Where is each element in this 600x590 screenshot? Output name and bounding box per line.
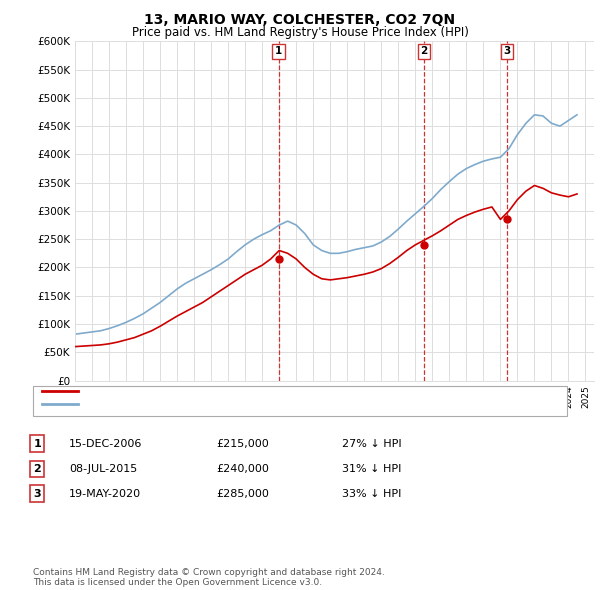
Text: 13, MARIO WAY, COLCHESTER, CO2 7QN: 13, MARIO WAY, COLCHESTER, CO2 7QN <box>145 13 455 27</box>
Text: 27% ↓ HPI: 27% ↓ HPI <box>342 439 401 448</box>
Text: 1: 1 <box>275 47 282 57</box>
Text: 08-JUL-2015: 08-JUL-2015 <box>69 464 137 474</box>
Text: 13, MARIO WAY, COLCHESTER, CO2 7QN (detached house): 13, MARIO WAY, COLCHESTER, CO2 7QN (deta… <box>84 386 389 395</box>
Text: £215,000: £215,000 <box>216 439 269 448</box>
Text: 19-MAY-2020: 19-MAY-2020 <box>69 489 141 499</box>
Text: 3: 3 <box>34 489 41 499</box>
Text: £240,000: £240,000 <box>216 464 269 474</box>
Text: 33% ↓ HPI: 33% ↓ HPI <box>342 489 401 499</box>
Text: 31% ↓ HPI: 31% ↓ HPI <box>342 464 401 474</box>
Text: 2: 2 <box>34 464 41 474</box>
Text: 1: 1 <box>34 439 41 448</box>
Text: Contains HM Land Registry data © Crown copyright and database right 2024.
This d: Contains HM Land Registry data © Crown c… <box>33 568 385 587</box>
Text: 3: 3 <box>503 47 511 57</box>
Text: Price paid vs. HM Land Registry's House Price Index (HPI): Price paid vs. HM Land Registry's House … <box>131 26 469 39</box>
Text: £285,000: £285,000 <box>216 489 269 499</box>
Text: 2: 2 <box>421 47 428 57</box>
Text: 15-DEC-2006: 15-DEC-2006 <box>69 439 142 448</box>
Text: HPI: Average price, detached house, Colchester: HPI: Average price, detached house, Colc… <box>84 399 333 409</box>
